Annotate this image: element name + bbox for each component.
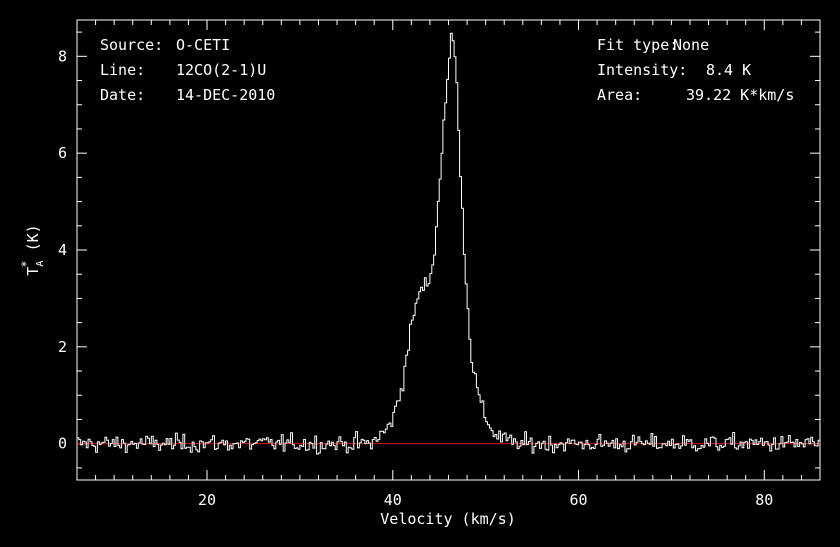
x-axis-label: Velocity (km/s) xyxy=(380,510,515,528)
info-source-label: Source: xyxy=(100,36,164,54)
info-line-label: Line: xyxy=(100,61,146,79)
y-axis-label-sub: A xyxy=(35,261,46,267)
info-intensity-label: Intensity: xyxy=(597,61,688,79)
x-tick-label: 40 xyxy=(384,491,402,509)
svg-text:TA* (K): TA* (K) xyxy=(19,224,46,275)
x-tick-label: 60 xyxy=(569,491,587,509)
info-line-value: 12CO(2-1)U xyxy=(176,61,267,79)
y-axis-label: TA* (K) xyxy=(19,224,46,275)
y-tick-label: 8 xyxy=(58,47,67,65)
y-tick-label: 0 xyxy=(58,435,67,453)
info-intensity-value: 8.4 K xyxy=(706,61,752,79)
info-source-value: O-CETI xyxy=(176,36,231,54)
x-tick-label: 20 xyxy=(198,491,216,509)
y-axis-label-unit: (K) xyxy=(24,224,42,251)
y-tick-label: 6 xyxy=(58,144,67,162)
y-tick-label: 2 xyxy=(58,338,67,356)
y-axis-label-sup: * xyxy=(19,260,33,267)
spectrum-series-line xyxy=(77,32,820,455)
axis-tick-labels: 20 40 60 80 0 2 4 6 8 xyxy=(58,47,773,509)
info-area-value: 39.22 K*km/s xyxy=(686,86,795,104)
info-area-label: Area: xyxy=(597,86,643,104)
y-tick-label: 4 xyxy=(58,241,67,259)
y-axis-label-base: T xyxy=(24,267,42,276)
axis-ticks xyxy=(76,20,821,480)
info-fit-type-label: Fit type: xyxy=(597,36,679,54)
info-fit-type-value: None xyxy=(673,36,710,54)
info-date-label: Date: xyxy=(100,86,146,104)
info-date-value: 14-DEC-2010 xyxy=(176,86,276,104)
x-tick-label: 80 xyxy=(755,491,773,509)
